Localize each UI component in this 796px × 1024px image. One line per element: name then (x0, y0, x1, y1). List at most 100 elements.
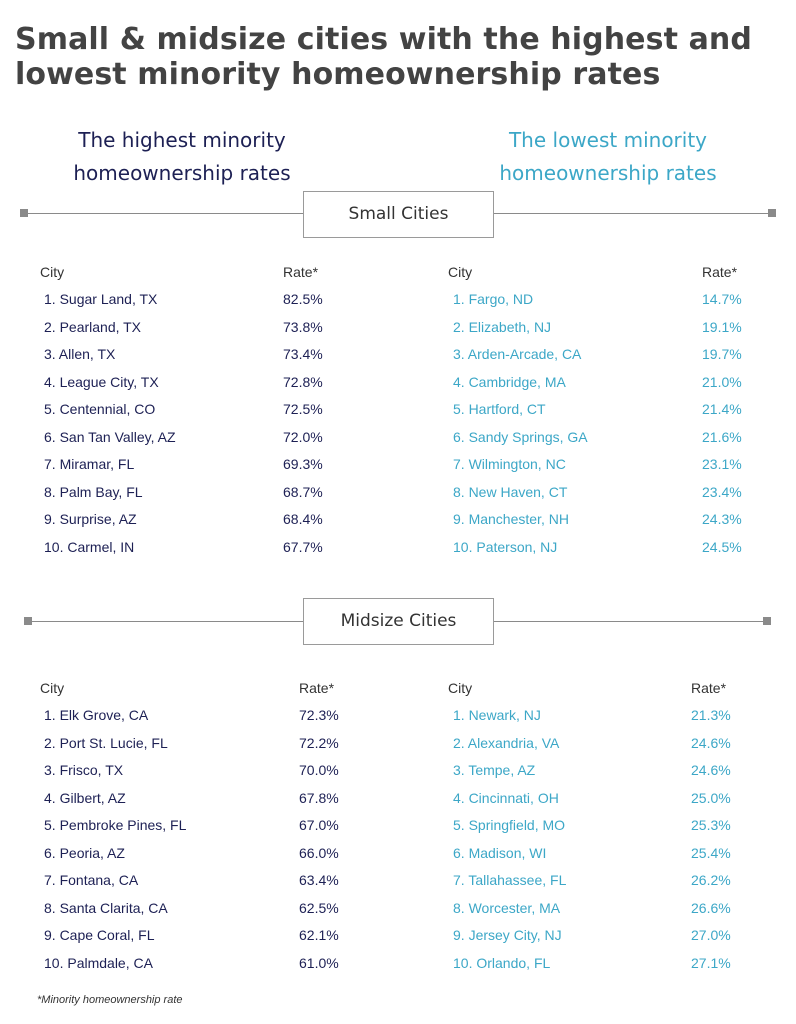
column-header-city: City (40, 264, 65, 280)
rate-value: 66.0% (299, 844, 339, 861)
rate-value: 67.8% (299, 789, 339, 806)
rate-value: 21.0% (702, 373, 742, 390)
city-name: 8. Santa Clarita, CA (44, 899, 168, 916)
footnote: *Minority homeownership rate (37, 994, 183, 1006)
city-name: 6. Peoria, AZ (44, 844, 125, 861)
rate-value: 72.3% (299, 707, 339, 723)
city-name: 9. Jersey City, NJ (453, 927, 562, 943)
rate-value: 61.0% (299, 954, 339, 971)
rate-value: 62.1% (299, 927, 339, 943)
subtitle-lowest: The lowest minority homeownership rates (499, 128, 717, 185)
city-name: 8. New Haven, CT (453, 483, 568, 500)
divider-line-left (24, 213, 304, 214)
rate-value: 63.4% (299, 872, 339, 888)
city-name: 2. Pearland, TX (44, 318, 142, 335)
rate-value: 67.0% (299, 817, 339, 833)
city-name: 7. Wilmington, NC (453, 456, 566, 472)
rate-value: 27.0% (691, 927, 731, 943)
rate-value: 24.3% (702, 511, 742, 527)
city-name: 10. Orlando, FL (453, 954, 551, 971)
city-name: 1. Newark, NJ (453, 707, 541, 723)
rate-value: 24.5% (702, 538, 742, 555)
city-name: 3. Allen, TX (44, 346, 116, 362)
city-name: 6. Sandy Springs, GA (453, 428, 588, 445)
rate-value: 23.4% (702, 483, 742, 500)
rate-value: 68.7% (283, 483, 323, 500)
city-name: 4. Cincinnati, OH (453, 789, 559, 806)
city-name: 9. Surprise, AZ (44, 511, 137, 527)
city-name: 8. Palm Bay, FL (44, 483, 143, 500)
rate-value: 27.1% (691, 954, 731, 971)
city-name: 3. Tempe, AZ (453, 762, 536, 778)
section-label-small: Small Cities (303, 191, 494, 238)
rate-value: 69.3% (283, 456, 323, 472)
divider-cap-right (768, 209, 776, 217)
subtitle-highest: The highest minority homeownership rates (73, 128, 291, 185)
page-title: Small & midsize cities with the highest … (15, 22, 752, 92)
rate-value: 73.4% (283, 346, 323, 362)
divider-line-right (493, 213, 773, 214)
rate-value: 23.1% (702, 456, 742, 472)
divider-cap-right (763, 617, 771, 625)
rate-value: 19.1% (702, 318, 742, 335)
city-name: 1. Fargo, ND (453, 291, 534, 307)
column-header-rate: Rate* (283, 264, 319, 280)
column-header-rate: Rate* (299, 680, 335, 696)
city-name: 8. Worcester, MA (453, 899, 561, 916)
city-name: 5. Centennial, CO (44, 401, 156, 417)
rate-value: 14.7% (702, 291, 742, 307)
rate-value: 72.2% (299, 734, 339, 751)
rate-value: 73.8% (283, 318, 323, 335)
city-name: 6. Madison, WI (453, 844, 547, 861)
city-name: 10. Palmdale, CA (44, 954, 153, 971)
rate-value: 21.6% (702, 428, 742, 445)
divider-line-left (28, 621, 304, 622)
rate-value: 62.5% (299, 899, 339, 916)
city-name: 2. Alexandria, VA (453, 734, 560, 751)
city-name: 3. Frisco, TX (44, 762, 124, 778)
section-label-midsize: Midsize Cities (303, 598, 494, 645)
city-name: 1. Sugar Land, TX (44, 291, 158, 307)
city-name: 4. Cambridge, MA (453, 373, 566, 390)
rate-value: 19.7% (702, 346, 742, 362)
city-name: 5. Hartford, CT (453, 401, 546, 417)
city-name: 7. Fontana, CA (44, 872, 139, 888)
rate-value: 24.6% (691, 762, 731, 778)
rate-value: 72.8% (283, 373, 323, 390)
rate-value: 70.0% (299, 762, 339, 778)
column-header-city: City (40, 680, 65, 696)
rate-value: 25.3% (691, 817, 731, 833)
rate-value: 25.4% (691, 844, 731, 861)
city-name: 1. Elk Grove, CA (44, 707, 149, 723)
rate-value: 68.4% (283, 511, 323, 527)
rate-value: 82.5% (283, 291, 323, 307)
column-header-rate: Rate* (691, 680, 727, 696)
rate-value: 26.2% (691, 872, 731, 888)
column-header-city: City (448, 680, 473, 696)
city-name: 9. Cape Coral, FL (44, 927, 155, 943)
city-name: 5. Pembroke Pines, FL (44, 817, 187, 833)
city-name: 9. Manchester, NH (453, 511, 569, 527)
city-name: 7. Tallahassee, FL (453, 872, 567, 888)
city-name: 4. Gilbert, AZ (44, 789, 126, 806)
city-name: 5. Springfield, MO (453, 817, 566, 833)
city-name: 6. San Tan Valley, AZ (44, 428, 176, 445)
column-header-city: City (448, 264, 473, 280)
rate-value: 72.5% (283, 401, 323, 417)
column-header-rate: Rate* (702, 264, 738, 280)
city-name: 10. Paterson, NJ (453, 538, 558, 555)
rate-value: 21.3% (691, 707, 731, 723)
city-name: 2. Port St. Lucie, FL (44, 734, 168, 751)
city-name: 3. Arden-Arcade, CA (453, 346, 582, 362)
city-name: 2. Elizabeth, NJ (453, 318, 552, 335)
city-name: 4. League City, TX (44, 373, 159, 390)
rate-value: 24.6% (691, 734, 731, 751)
city-name: 7. Miramar, FL (44, 456, 135, 472)
rate-value: 72.0% (283, 428, 323, 445)
rate-value: 21.4% (702, 401, 742, 417)
rate-value: 25.0% (691, 789, 731, 806)
city-name: 10. Carmel, IN (44, 538, 135, 555)
rate-value: 26.6% (691, 899, 731, 916)
divider-line-right (493, 621, 767, 622)
rate-value: 67.7% (283, 538, 323, 555)
